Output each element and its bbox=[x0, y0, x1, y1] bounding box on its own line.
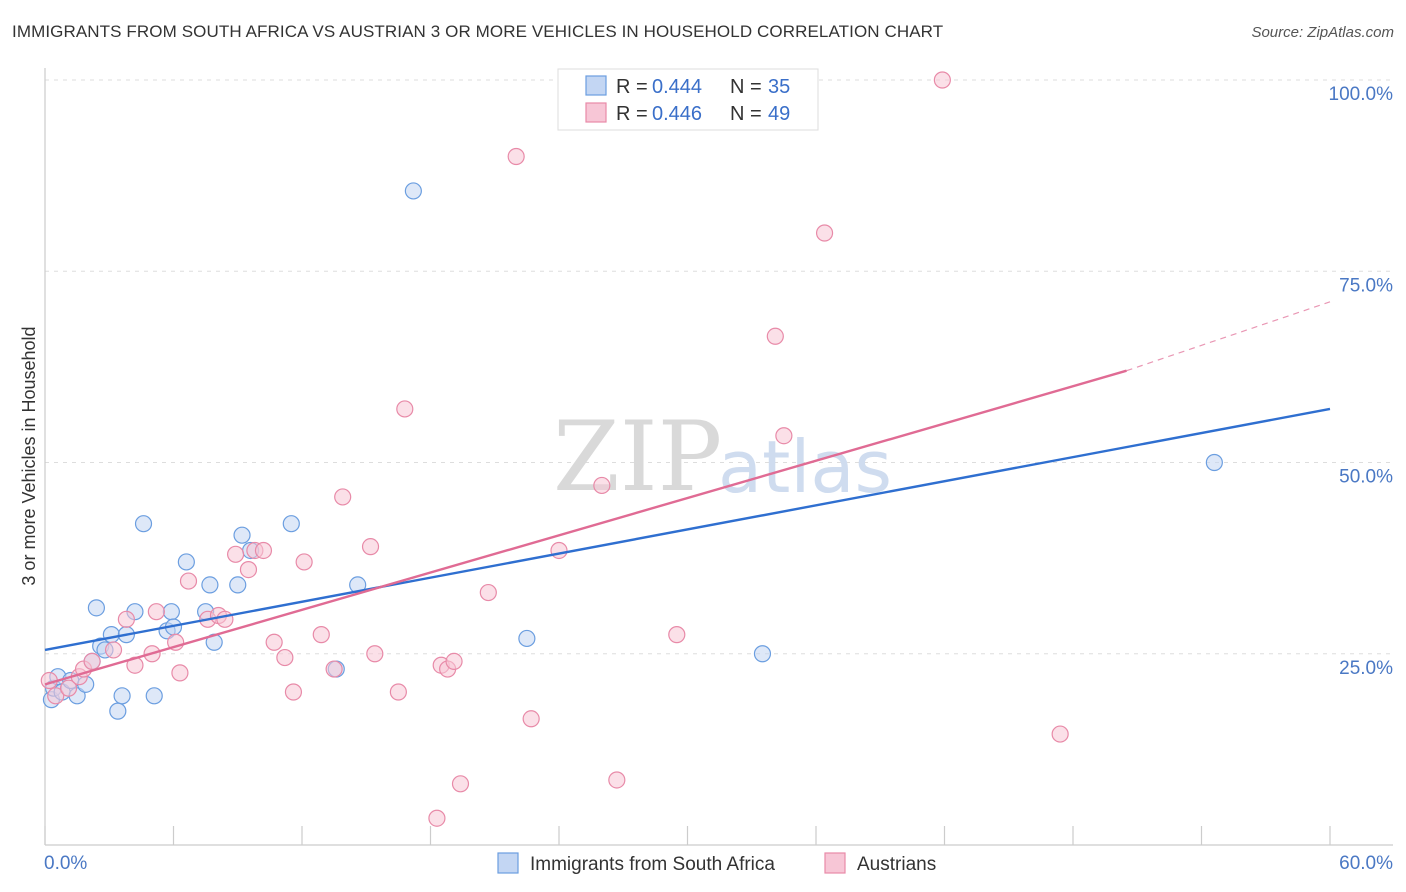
legend-n-value-1: 35 bbox=[768, 76, 790, 98]
point-series2-13 bbox=[171, 664, 189, 682]
point-series1-24 bbox=[201, 576, 219, 594]
point-series1-35 bbox=[1205, 453, 1223, 472]
point-series2-48 bbox=[933, 71, 951, 89]
point-series2-3 bbox=[59, 679, 78, 697]
chart-source: Source: ZipAtlas.com bbox=[1251, 24, 1394, 41]
point-series2-31 bbox=[389, 683, 407, 701]
legend-n-label-1: N = bbox=[730, 76, 762, 98]
point-series2-21 bbox=[254, 541, 273, 560]
point-series1-9 bbox=[87, 599, 106, 617]
point-series2-28 bbox=[334, 488, 352, 506]
watermark-zip: ZIP bbox=[553, 401, 722, 513]
point-series1-27 bbox=[233, 526, 251, 544]
watermark: ZIP atlas bbox=[553, 401, 892, 513]
axes bbox=[44, 68, 1393, 846]
data-points bbox=[40, 71, 1223, 827]
gridlines bbox=[44, 79, 1393, 845]
y-tick-label-100: 100.0% bbox=[1329, 84, 1394, 105]
point-series1-32 bbox=[404, 182, 422, 200]
bottom-legend-label-austrians: Austrians bbox=[857, 854, 936, 875]
bottom-legend: Immigrants from South Africa Austrians bbox=[497, 852, 936, 875]
legend-r-value-1: 0.444 bbox=[652, 76, 702, 98]
y-tick-label-25: 25.0% bbox=[1339, 658, 1393, 679]
point-series2-23 bbox=[276, 648, 294, 667]
legend-r-label-1: R = bbox=[616, 76, 648, 98]
point-series2-8 bbox=[117, 610, 135, 628]
bottom-legend-swatch-south-africa bbox=[497, 852, 519, 874]
point-series1-14 bbox=[113, 687, 131, 705]
y-tick-label-50: 50.0% bbox=[1339, 467, 1393, 488]
trend-lines bbox=[44, 301, 1331, 686]
point-series2-24 bbox=[284, 683, 303, 701]
point-series2-40 bbox=[522, 710, 540, 728]
point-series2-37 bbox=[451, 775, 470, 793]
point-series1-34 bbox=[753, 645, 772, 663]
legend-swatch-austrians bbox=[585, 102, 607, 123]
point-series2-26 bbox=[312, 626, 330, 644]
point-series2-14 bbox=[179, 572, 198, 590]
chart-title: IMMIGRANTS FROM SOUTH AFRICA VS AUSTRIAN… bbox=[12, 22, 944, 41]
x-tick-label-min: 0.0% bbox=[44, 853, 87, 874]
trend-line-extension-series2 bbox=[1126, 301, 1331, 372]
point-series2-44 bbox=[668, 626, 686, 644]
point-series2-45 bbox=[766, 327, 784, 345]
point-series2-36 bbox=[445, 652, 463, 671]
bottom-legend-label-south-africa: Immigrants from South Africa bbox=[530, 854, 775, 875]
legend-swatch-south-africa bbox=[585, 75, 607, 96]
point-series1-22 bbox=[177, 553, 195, 571]
legend-r-label-2: R = bbox=[616, 103, 648, 125]
point-series1-33 bbox=[518, 629, 536, 648]
point-series2-19 bbox=[239, 560, 258, 579]
point-series2-47 bbox=[815, 224, 834, 242]
point-series1-29 bbox=[282, 515, 300, 533]
point-series1-13 bbox=[109, 702, 127, 720]
bottom-legend-swatch-austrians bbox=[824, 852, 846, 874]
legend-r-value-2: 0.446 bbox=[652, 103, 702, 125]
point-series2-27 bbox=[325, 660, 343, 678]
point-series2-6 bbox=[83, 652, 101, 671]
point-series2-18 bbox=[227, 545, 245, 563]
point-series2-33 bbox=[428, 809, 446, 827]
point-series1-17 bbox=[134, 515, 153, 533]
point-series2-17 bbox=[216, 610, 234, 628]
point-series2-39 bbox=[507, 147, 525, 166]
point-series1-20 bbox=[162, 603, 180, 621]
point-series2-43 bbox=[608, 771, 626, 789]
legend: R = 0.444 N = 35 R = 0.446 N = 49 bbox=[557, 68, 819, 131]
legend-n-label-2: N = bbox=[730, 103, 762, 125]
y-tick-label-75: 75.0% bbox=[1339, 275, 1393, 296]
point-series2-32 bbox=[396, 400, 414, 418]
point-series2-11 bbox=[147, 603, 165, 621]
y-axis-title: 3 or more Vehicles in Household bbox=[19, 326, 39, 585]
point-series2-42 bbox=[593, 476, 611, 495]
trend-line-series2 bbox=[44, 369, 1127, 686]
point-series2-38 bbox=[479, 583, 497, 602]
point-series1-18 bbox=[145, 687, 163, 705]
point-series2-46 bbox=[775, 427, 793, 445]
legend-n-value-2: 49 bbox=[768, 103, 790, 125]
point-series1-26 bbox=[229, 576, 247, 594]
point-series2-25 bbox=[295, 553, 313, 571]
point-series2-22 bbox=[265, 633, 283, 651]
watermark-atlas: atlas bbox=[718, 425, 892, 509]
point-series1-12 bbox=[102, 626, 120, 644]
tick-labels: 0.0% 60.0% 25.0% 50.0% 75.0% 100.0% bbox=[44, 84, 1393, 874]
point-series2-41 bbox=[550, 541, 568, 560]
point-series2-7 bbox=[104, 641, 123, 659]
point-series2-29 bbox=[361, 538, 380, 556]
point-series2-30 bbox=[366, 645, 384, 663]
point-series2-2 bbox=[47, 687, 65, 705]
x-tick-label-max: 60.0% bbox=[1339, 853, 1393, 874]
point-series2-49 bbox=[1051, 725, 1069, 743]
trend-line-series1 bbox=[44, 407, 1331, 652]
